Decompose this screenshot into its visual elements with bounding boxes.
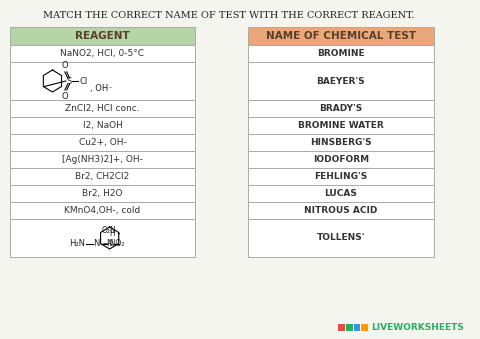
Text: FEHLING'S: FEHLING'S	[314, 172, 368, 181]
Text: BAEYER'S: BAEYER'S	[316, 77, 365, 85]
Text: KMnO4,OH-, cold: KMnO4,OH-, cold	[64, 206, 141, 215]
Bar	[248, 202, 434, 219]
Text: S: S	[66, 77, 71, 85]
Bar	[248, 117, 434, 134]
Bar	[248, 100, 434, 117]
Bar	[248, 168, 434, 185]
Bar	[10, 62, 195, 100]
Bar	[248, 45, 434, 62]
Bar	[10, 151, 195, 168]
Text: BROMINE: BROMINE	[317, 49, 365, 58]
Text: HINSBERG'S: HINSBERG'S	[310, 138, 372, 147]
Bar	[10, 168, 195, 185]
Text: , OH⁻: , OH⁻	[90, 83, 112, 93]
Text: O: O	[61, 61, 68, 70]
Text: O: O	[61, 92, 68, 101]
Text: LUCAS: LUCAS	[324, 189, 357, 198]
Text: REAGENT: REAGENT	[75, 31, 130, 41]
Text: Br2, H2O: Br2, H2O	[82, 189, 123, 198]
Text: IODOFORM: IODOFORM	[313, 155, 369, 164]
Text: —NO₂: —NO₂	[102, 239, 125, 248]
Bar	[10, 219, 195, 257]
Bar	[10, 185, 195, 202]
Text: Cl: Cl	[79, 77, 87, 85]
Bar	[10, 134, 195, 151]
Bar	[338, 324, 345, 331]
Text: LIVEWORKSHEETS: LIVEWORKSHEETS	[371, 323, 464, 332]
Text: H₂N: H₂N	[69, 239, 85, 248]
Text: BROMINE WATER: BROMINE WATER	[298, 121, 384, 130]
Text: I2, NaOH: I2, NaOH	[83, 121, 122, 130]
Bar	[354, 324, 360, 331]
Bar	[10, 202, 195, 219]
Bar	[248, 27, 434, 45]
Text: O₂N: O₂N	[102, 226, 117, 235]
Text: ZnCl2, HCl conc.: ZnCl2, HCl conc.	[65, 104, 140, 113]
Bar	[10, 117, 195, 134]
Bar	[346, 324, 353, 331]
Text: NaNO2, HCl, 0-5°C: NaNO2, HCl, 0-5°C	[60, 49, 144, 58]
Bar	[248, 219, 434, 257]
Bar	[248, 185, 434, 202]
Text: BRADY'S: BRADY'S	[319, 104, 362, 113]
Text: TOLLENS': TOLLENS'	[317, 234, 365, 242]
Bar	[10, 100, 195, 117]
Text: N: N	[93, 239, 100, 248]
Bar	[248, 62, 434, 100]
Bar	[10, 27, 195, 45]
Bar	[361, 324, 368, 331]
Text: N: N	[106, 239, 112, 248]
Bar	[248, 134, 434, 151]
Text: NITROUS ACID: NITROUS ACID	[304, 206, 378, 215]
Text: NAME OF CHEMICAL TEST: NAME OF CHEMICAL TEST	[266, 31, 416, 41]
Bar	[248, 151, 434, 168]
Text: H: H	[109, 228, 115, 238]
Text: Cu2+, OH-: Cu2+, OH-	[79, 138, 126, 147]
Bar	[10, 45, 195, 62]
Text: Br2, CH2Cl2: Br2, CH2Cl2	[75, 172, 130, 181]
Text: MATCH THE CORRECT NAME OF TEST WITH THE CORRECT REAGENT.: MATCH THE CORRECT NAME OF TEST WITH THE …	[43, 11, 415, 20]
Text: [Ag(NH3)2]+, OH-: [Ag(NH3)2]+, OH-	[62, 155, 143, 164]
